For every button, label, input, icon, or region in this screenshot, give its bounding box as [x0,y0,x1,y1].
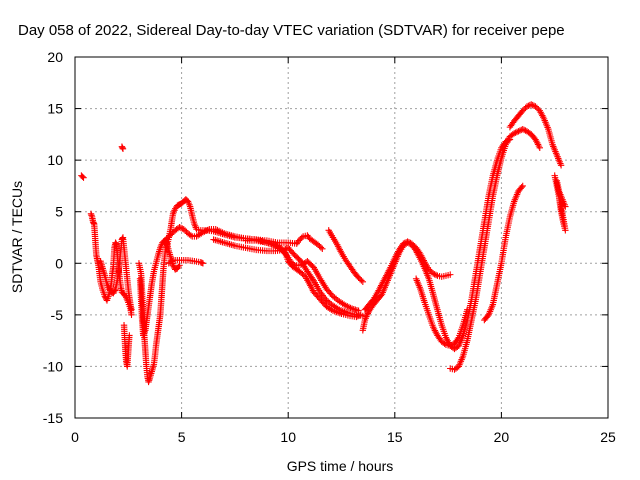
point-trace [507,101,564,167]
point-trace [97,235,135,312]
chart-title: Day 058 of 2022, Sidereal Day-to-day VTE… [18,22,565,39]
y-tick-label: 10 [47,152,63,168]
data-point [528,101,535,108]
x-tick-label: 0 [71,429,79,445]
data-point [319,245,326,253]
data-points [78,101,569,386]
x-tick-label: 5 [178,429,186,445]
data-point [429,270,437,277]
point-trace [482,184,525,322]
data-point [180,226,187,233]
x-tick-label: 20 [494,429,510,445]
y-tick-label: -5 [51,307,64,323]
point-trace [326,228,365,284]
x-tick-label: 25 [600,429,616,445]
data-point [80,174,87,181]
point-trace [244,237,361,314]
point-trace [79,144,126,180]
point-trace [413,277,470,349]
data-point [519,126,526,133]
point-trace [136,238,182,337]
plot-frame [74,56,609,419]
y-axis-label: SDTVAR / TECUs [9,181,25,293]
point-trace [449,126,543,373]
data-point [163,235,170,242]
data-point [167,231,175,238]
point-trace [167,256,206,266]
y-tick-label: 15 [47,101,63,117]
point-trace [551,174,569,232]
x-tick-label: 10 [280,429,296,445]
grid-lines [75,57,608,418]
y-tick-label: 20 [47,49,63,65]
data-point [295,237,303,244]
y-tick-label: 0 [55,255,63,271]
data-point [523,103,531,110]
data-point [359,278,367,286]
data-point [532,103,539,110]
x-axis-label: GPS time / hours [287,458,394,474]
x-tick-label: 15 [387,429,403,445]
data-point [408,240,416,247]
y-tick-label: -15 [43,410,63,426]
data-point [515,128,522,135]
data-point [404,238,411,245]
y-tick-label: -10 [43,358,63,374]
data-point [161,239,168,246]
point-trace [362,239,452,312]
axis-ticks: 0 5 10 15 20 25 -15 -10 -5 0 5 10 15 20 [43,49,616,445]
y-tick-label: 5 [55,204,63,220]
point-trace [120,324,133,368]
